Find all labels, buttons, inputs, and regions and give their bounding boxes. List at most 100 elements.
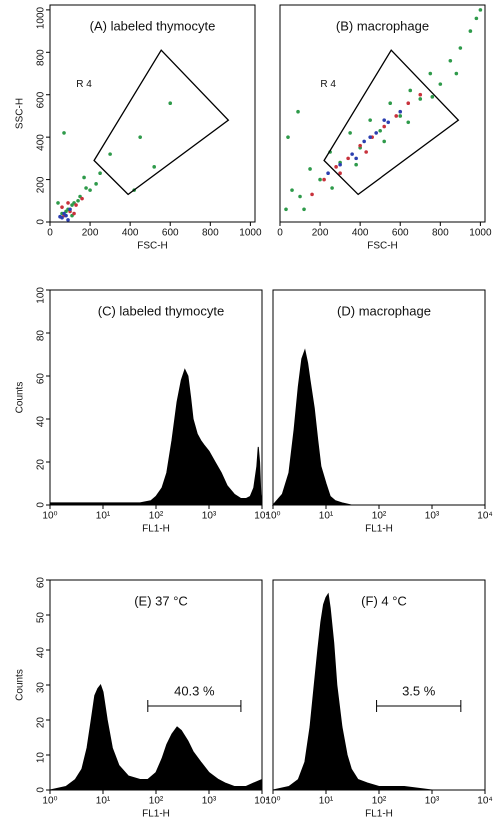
y-tick-label: 40 <box>36 647 47 659</box>
y-tick-label: 0 <box>36 787 47 793</box>
x-tick-label: 10⁰ <box>265 796 280 807</box>
cell-dot <box>394 114 399 118</box>
cell-dot <box>308 167 312 171</box>
y-tick-label: 800 <box>36 49 47 66</box>
cell-dot <box>66 201 70 205</box>
x-tick-label: 400 <box>122 228 139 239</box>
cell-dot <box>338 162 342 167</box>
cell-dot <box>354 162 358 167</box>
x-tick-label: 10² <box>149 796 164 807</box>
cell-dot <box>474 16 479 21</box>
y-axis-label: Counts <box>15 669 26 701</box>
x-tick-label: 10³ <box>202 511 217 522</box>
gate-percent: 3.5 % <box>402 683 436 698</box>
cell-dot <box>438 82 443 86</box>
x-axis-label: FSC-H <box>137 241 168 252</box>
annotation: R 4 <box>320 79 336 90</box>
x-tick-label: 10¹ <box>96 511 111 522</box>
cell-dot <box>398 109 403 114</box>
cell-dot <box>428 71 433 76</box>
x-tick-label: 10² <box>149 511 164 522</box>
x-tick-label: 10² <box>372 511 387 522</box>
y-tick-label: 40 <box>36 416 47 428</box>
y-tick-label: 20 <box>36 717 47 729</box>
x-tick-label: 0 <box>47 228 53 239</box>
x-axis-label: FL1-H <box>142 524 170 535</box>
cell-dot <box>368 118 372 122</box>
x-tick-label: 1000 <box>469 228 492 239</box>
x-tick-label: 10⁴ <box>477 511 492 522</box>
cell-dot <box>68 207 72 212</box>
cell-dot <box>108 152 112 156</box>
cell-dot <box>88 188 92 192</box>
panel-title: (F) 4 °C <box>361 593 407 608</box>
y-tick-label: 60 <box>36 373 47 385</box>
cell-dot <box>58 214 62 219</box>
cell-dot <box>386 120 391 125</box>
cell-dot <box>368 135 372 139</box>
x-tick-label: 10⁴ <box>254 796 269 807</box>
cell-dot <box>84 186 88 190</box>
y-axis-label: Counts <box>15 382 26 414</box>
plot-frame <box>279 4 486 223</box>
y-tick-label: 400 <box>36 134 47 151</box>
panel-title: (A) labeled thymocyte <box>90 18 216 33</box>
y-tick-label: 0 <box>36 219 47 225</box>
x-tick-label: 400 <box>352 228 369 239</box>
cell-dot <box>72 211 76 216</box>
panel-title: (B) macrophage <box>336 18 429 33</box>
x-axis-label: FL1-H <box>365 524 393 535</box>
x-tick-label: 600 <box>392 228 409 239</box>
y-tick-label: 80 <box>36 330 47 342</box>
cell-dot <box>82 175 86 180</box>
cell-dot <box>448 58 453 63</box>
x-tick-label: 0 <box>277 228 283 239</box>
cell-dot <box>382 139 387 144</box>
cell-dot <box>138 135 142 139</box>
cell-dot <box>358 143 362 148</box>
cell-dot <box>302 207 306 212</box>
x-tick-label: 10¹ <box>319 796 334 807</box>
x-tick-label: 800 <box>432 228 449 239</box>
cell-dot <box>62 131 66 135</box>
x-tick-label: 10⁴ <box>254 511 269 522</box>
cell-dot <box>286 135 290 139</box>
gate-bracket <box>376 700 462 712</box>
cell-dot <box>338 171 342 176</box>
y-tick-label: 600 <box>36 91 47 108</box>
cell-dot <box>468 29 473 33</box>
x-axis-label: FL1-H <box>142 809 170 820</box>
cell-dot <box>284 207 288 212</box>
gate-r4 <box>323 49 460 196</box>
x-tick-label: 10⁰ <box>265 511 280 522</box>
cell-dot <box>168 101 173 106</box>
plot-frame <box>272 579 486 791</box>
y-tick-label: 1000 <box>36 6 47 29</box>
y-tick-label: 200 <box>36 176 47 193</box>
cell-dot <box>322 177 326 182</box>
plot-frame <box>49 579 263 791</box>
cell-dot <box>152 165 157 169</box>
cell-dot <box>296 109 300 114</box>
cell-dot <box>74 203 78 207</box>
cell-dot <box>374 131 378 135</box>
cell-dot <box>418 97 423 101</box>
cell-dot <box>382 118 387 122</box>
cell-dot <box>348 131 352 135</box>
x-tick-label: 800 <box>202 228 219 239</box>
cell-dot <box>458 46 463 50</box>
cell-dot <box>334 165 338 169</box>
x-tick-label: 200 <box>82 228 99 239</box>
histogram-area <box>271 348 485 506</box>
annotation: R 4 <box>76 79 92 90</box>
y-tick-label: 0 <box>36 502 47 508</box>
x-tick-label: 1000 <box>239 228 262 239</box>
cell-dot <box>418 92 423 97</box>
cell-dot <box>66 218 70 222</box>
cell-dot <box>378 128 382 133</box>
gate-r4 <box>93 49 230 196</box>
y-tick-label: 60 <box>36 577 47 589</box>
cell-dot <box>62 211 66 216</box>
cell-dot <box>94 182 98 186</box>
